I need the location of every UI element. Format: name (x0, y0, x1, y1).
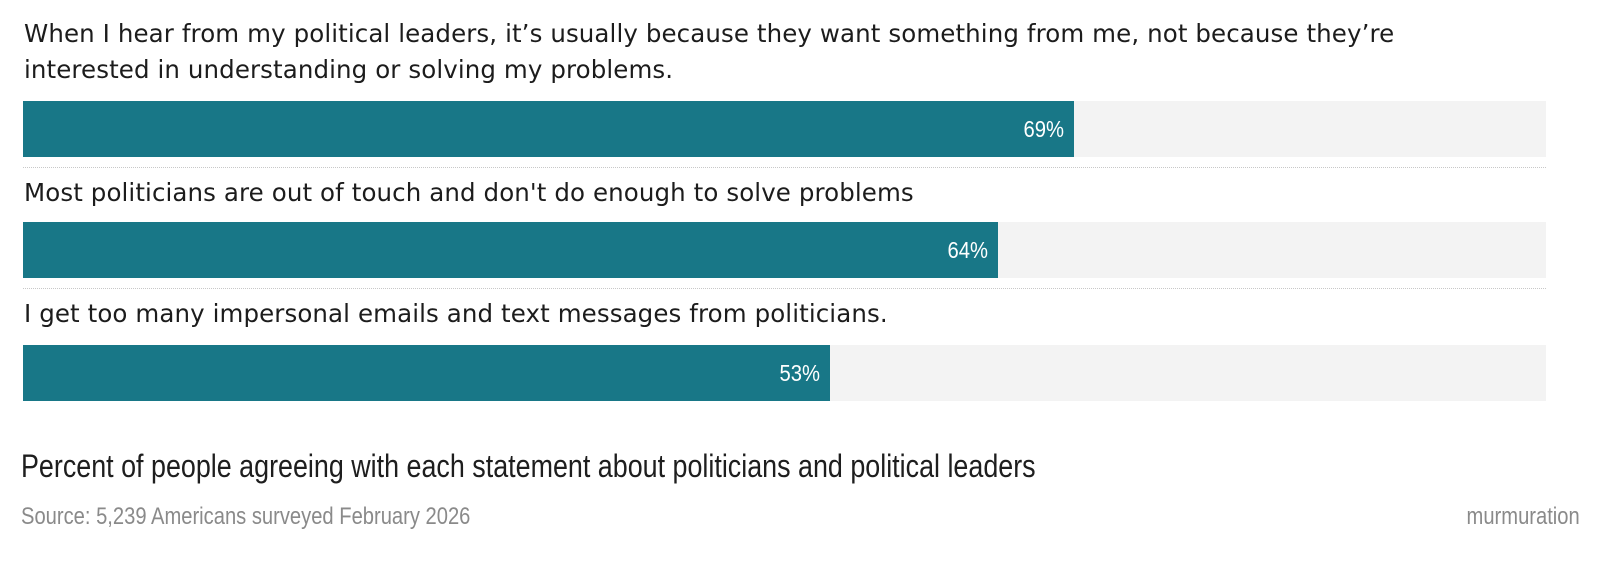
bar-value-label-3: 53% (779, 360, 821, 386)
bar-track-2: 64% (23, 222, 1546, 278)
bar-label-3: I get too many impersonal emails and tex… (24, 299, 888, 328)
bar-1: 69% (23, 101, 1074, 157)
bar-track-1: 69% (23, 101, 1546, 157)
row-divider-2 (23, 288, 1546, 289)
bar-value-label-1: 69% (1023, 116, 1064, 142)
bar-2: 64% (23, 222, 998, 278)
chart-title: Percent of people agreeing with each sta… (21, 448, 1036, 484)
bar-label-2: Most politicians are out of touch and do… (24, 178, 914, 207)
bar-track-3: 53% (23, 345, 1546, 401)
bar-3: 53% (23, 345, 831, 401)
brand-credit: murmuration (1466, 503, 1580, 530)
bar-value-label-2: 64% (947, 237, 988, 263)
row-divider-1 (23, 167, 1546, 168)
bar-label-1: When I hear from my political leaders, i… (24, 19, 1395, 84)
source-note: Source: 5,239 Americans surveyed Februar… (21, 503, 471, 530)
